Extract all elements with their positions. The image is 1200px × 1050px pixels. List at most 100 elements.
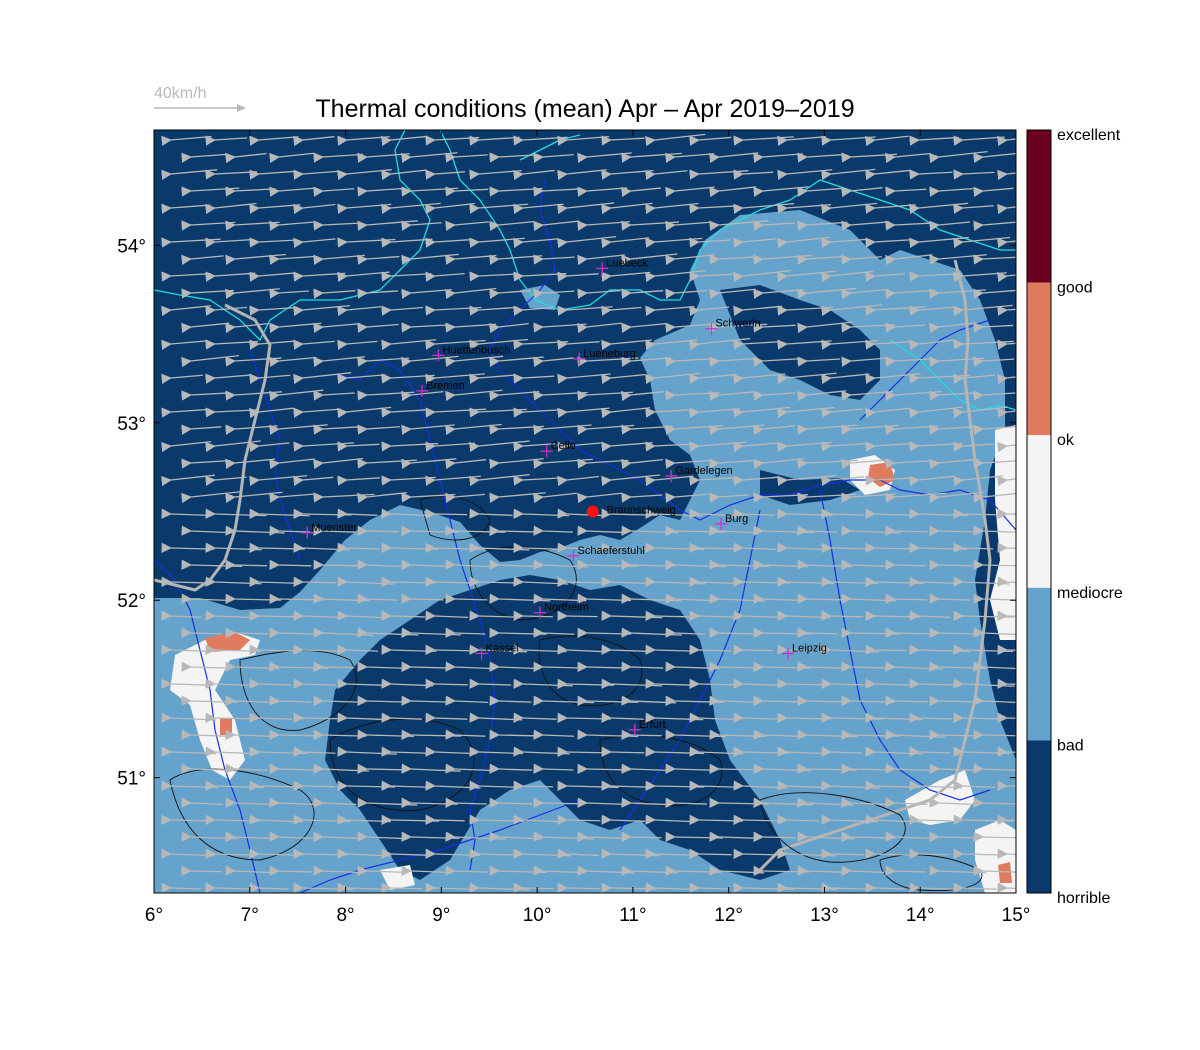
wind-arrow — [885, 763, 936, 774]
wind-arrow — [621, 492, 663, 503]
wind-arrow — [753, 390, 796, 401]
wind-arrow — [953, 508, 1001, 519]
wind-arrow — [997, 542, 1016, 553]
wind-arrow — [533, 661, 582, 672]
wind-arrow — [249, 339, 295, 350]
city-label: Celle — [551, 440, 576, 452]
wind-arrow — [909, 610, 951, 621]
wind-arrow — [909, 746, 950, 757]
wind-arrow — [733, 678, 779, 689]
wind-arrow — [469, 508, 513, 519]
wind-arrow — [953, 475, 1004, 487]
chart-title: Thermal conditions (mean) Apr – Apr 2019… — [315, 95, 854, 123]
national-border-east — [758, 259, 992, 872]
wind-arrow — [269, 458, 315, 470]
colorbar: excellent good ok mediocre bad horrible — [1026, 127, 1123, 907]
wind-arrow — [533, 492, 577, 504]
wind-arrow — [601, 644, 649, 655]
wind-arrow — [929, 729, 978, 740]
wind-arrow — [269, 695, 312, 706]
wind-arrow — [753, 424, 795, 436]
wind-arrow — [601, 780, 650, 791]
wind-arrow — [665, 763, 711, 774]
wind-arrow — [445, 593, 488, 604]
terrain-contours — [169, 495, 983, 892]
wind-arrow — [205, 271, 256, 282]
wind-arrow — [293, 678, 337, 689]
wind-arrow — [973, 661, 1016, 672]
wind-arrow — [269, 865, 313, 876]
wind-arrow — [313, 865, 360, 876]
city-label: Gardelegen — [675, 465, 733, 477]
wind-arrow — [533, 729, 575, 740]
wind-arrow — [445, 627, 486, 638]
wind-arrow — [997, 475, 1016, 487]
wind-arrow — [357, 288, 398, 299]
wind-arrow — [557, 235, 617, 249]
wind-arrow — [489, 288, 531, 299]
city-marker: Northeim — [533, 602, 589, 619]
city-marker: Erfurt — [628, 719, 666, 736]
wind-arrow — [865, 882, 905, 893]
wind-arrow — [733, 269, 792, 283]
wind-arrow — [733, 610, 780, 621]
wind-arrow — [909, 135, 959, 146]
wind-arrow — [929, 763, 977, 774]
wind-arrow — [929, 150, 988, 164]
wind-arrow — [357, 525, 400, 537]
wind-arrow — [753, 356, 799, 367]
wind-arrow — [777, 780, 824, 791]
wind-arrow — [997, 848, 1016, 859]
wind-arrow — [929, 322, 976, 334]
wind-arrow — [469, 610, 519, 621]
wind-arrow — [225, 559, 268, 570]
wind-arrow — [249, 678, 291, 689]
wind-arrow — [997, 576, 1016, 587]
wind-arrow — [557, 202, 615, 215]
wind-arrow — [513, 780, 554, 791]
wind-arrow — [909, 814, 952, 825]
wind-arrow — [313, 661, 355, 673]
wind-arrow — [689, 237, 731, 248]
wind-arrow — [357, 593, 398, 604]
wind-arrow — [513, 542, 562, 553]
wind-arrow — [997, 271, 1016, 283]
wind-arrow — [161, 678, 212, 689]
wind-arrow — [557, 746, 603, 758]
wind-arrow — [621, 831, 662, 842]
wind-arrow — [885, 288, 935, 299]
wind-arrow — [313, 424, 360, 435]
wind-arrow — [293, 203, 336, 215]
wind-arrow — [753, 729, 804, 740]
wind-arrow — [885, 559, 927, 570]
wind-arrow — [841, 661, 891, 672]
wind-arrow — [865, 848, 916, 859]
wind-arrow — [997, 678, 1016, 689]
wind-arrow — [841, 797, 892, 808]
wind-scale: 40km/h — [154, 85, 246, 112]
wind-arrow — [841, 458, 890, 469]
wind-arrow — [401, 593, 444, 604]
wind-arrow — [577, 831, 622, 842]
wind-arrow — [489, 525, 536, 536]
wind-arrow — [205, 373, 252, 384]
wind-arrow — [225, 763, 268, 774]
wind-arrow — [885, 865, 926, 876]
wind-arrow — [161, 339, 206, 350]
wind-arrow — [601, 746, 645, 757]
colorbar-label-horrible: horrible — [1057, 890, 1110, 907]
wind-arrow — [645, 133, 706, 147]
wind-arrow — [293, 407, 341, 418]
wind-arrow — [181, 593, 229, 604]
wind-arrow — [557, 610, 598, 622]
wind-arrow — [205, 237, 254, 248]
wind-arrow — [953, 169, 995, 180]
wind-arrow — [709, 525, 760, 536]
wind-arrow — [425, 202, 475, 215]
wind-arrow — [997, 305, 1016, 316]
national-border — [154, 303, 272, 592]
wind-arrow — [753, 288, 803, 299]
wind-arrow — [689, 135, 732, 146]
wind-arrow — [205, 135, 248, 146]
wind-arrow — [665, 797, 708, 808]
